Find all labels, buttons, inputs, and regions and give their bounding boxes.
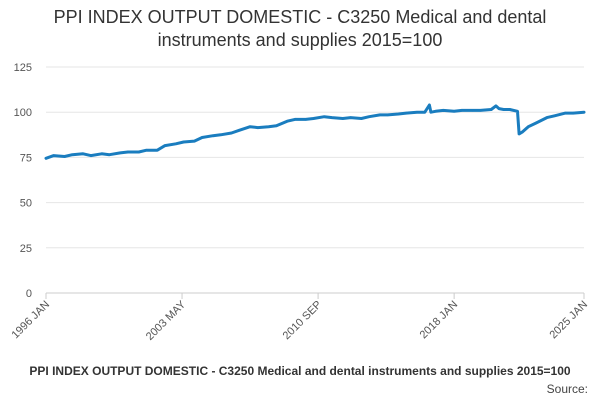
data-point[interactable] [386,113,389,117]
source-note: Source: [547,382,588,396]
data-point[interactable] [230,131,233,135]
y-tick-label: 100 [14,107,32,119]
data-point[interactable] [545,116,549,119]
data-point[interactable] [378,113,382,117]
data-point[interactable] [429,111,433,114]
data-point[interactable] [119,151,122,155]
data-point[interactable] [479,109,482,112]
data-point[interactable] [200,136,204,139]
y-tick-label: 0 [26,288,32,300]
data-point[interactable] [238,129,241,132]
chart-title: PPI INDEX OUTPUT DOMESTIC - C3250 Medica… [0,6,600,52]
data-point[interactable] [349,116,352,119]
data-point[interactable] [52,154,55,157]
data-point[interactable] [304,118,307,121]
data-point[interactable] [494,104,498,108]
data-point[interactable] [63,155,66,158]
data-point[interactable] [442,109,445,112]
data-point[interactable] [163,144,167,147]
data-point[interactable] [527,125,530,128]
data-point[interactable] [471,109,474,112]
chart-title-line-2: instruments and supplies 2015=100 [157,30,443,50]
data-point[interactable] [211,134,215,137]
data-point[interactable] [256,126,259,129]
data-point[interactable] [341,117,344,120]
data-point[interactable] [490,108,493,111]
data-point[interactable] [219,133,222,136]
x-tick-label: 2018 JAN [418,299,461,342]
y-tick-label: 125 [14,62,32,74]
data-point[interactable] [100,152,103,155]
data-point[interactable] [415,111,419,114]
x-tick-label: 2010 SEP [281,299,325,343]
data-point[interactable] [572,111,575,115]
data-point[interactable] [275,124,278,128]
data-point[interactable] [502,108,505,111]
data-point[interactable] [397,112,400,116]
x-tick-label: 1996 JAN [9,299,52,342]
data-point[interactable] [497,107,501,110]
data-point[interactable] [44,157,48,160]
data-point[interactable] [81,152,85,155]
data-point[interactable] [323,115,326,118]
data-point[interactable] [423,111,426,114]
data-point[interactable] [553,114,556,118]
x-tick-label: 2025 JAN [547,299,590,342]
y-tick-label: 75 [20,152,32,164]
data-point[interactable] [71,153,74,156]
data-point[interactable] [460,109,464,112]
data-point[interactable] [312,117,315,120]
grid-lines [46,66,584,294]
data-point[interactable] [360,117,363,120]
data-point[interactable] [126,150,130,154]
data-point[interactable] [330,116,334,119]
data-point[interactable] [267,125,270,128]
data-point[interactable] [286,120,289,123]
data-point[interactable] [534,121,538,125]
y-tick-label: 25 [20,243,32,255]
data-point[interactable] [516,110,519,113]
data-point[interactable] [193,139,196,143]
data-point[interactable] [367,115,371,118]
source-label: Source: [546,382,588,396]
data-point[interactable] [156,149,159,152]
data-point[interactable] [405,111,408,115]
series-layer [44,103,586,160]
data-point[interactable] [521,130,524,134]
data-point[interactable] [145,149,148,152]
chart-title-line-1: PPI INDEX OUTPUT DOMESTIC - C3250 Medica… [53,7,547,27]
data-point[interactable] [108,153,111,156]
data-point[interactable] [428,103,431,107]
data-point[interactable] [174,142,178,145]
data-point[interactable] [564,111,567,115]
series-line-0[interactable] [44,103,586,160]
data-point[interactable] [452,110,456,113]
x-tick-label: 2003 MAY [144,298,189,343]
legend-label: PPI INDEX OUTPUT DOMESTIC - C3250 Medica… [29,364,571,378]
data-point[interactable] [434,110,437,113]
data-point[interactable] [293,118,297,121]
data-point[interactable] [89,154,93,157]
data-point[interactable] [508,108,511,111]
data-point[interactable] [582,111,586,114]
data-point[interactable] [517,132,521,136]
data-point[interactable] [248,125,252,128]
data-point[interactable] [137,150,140,154]
data-point[interactable] [182,140,185,144]
legend[interactable]: PPI INDEX OUTPUT DOMESTIC - C3250 Medica… [0,364,600,378]
y-tick-label: 50 [20,198,32,210]
